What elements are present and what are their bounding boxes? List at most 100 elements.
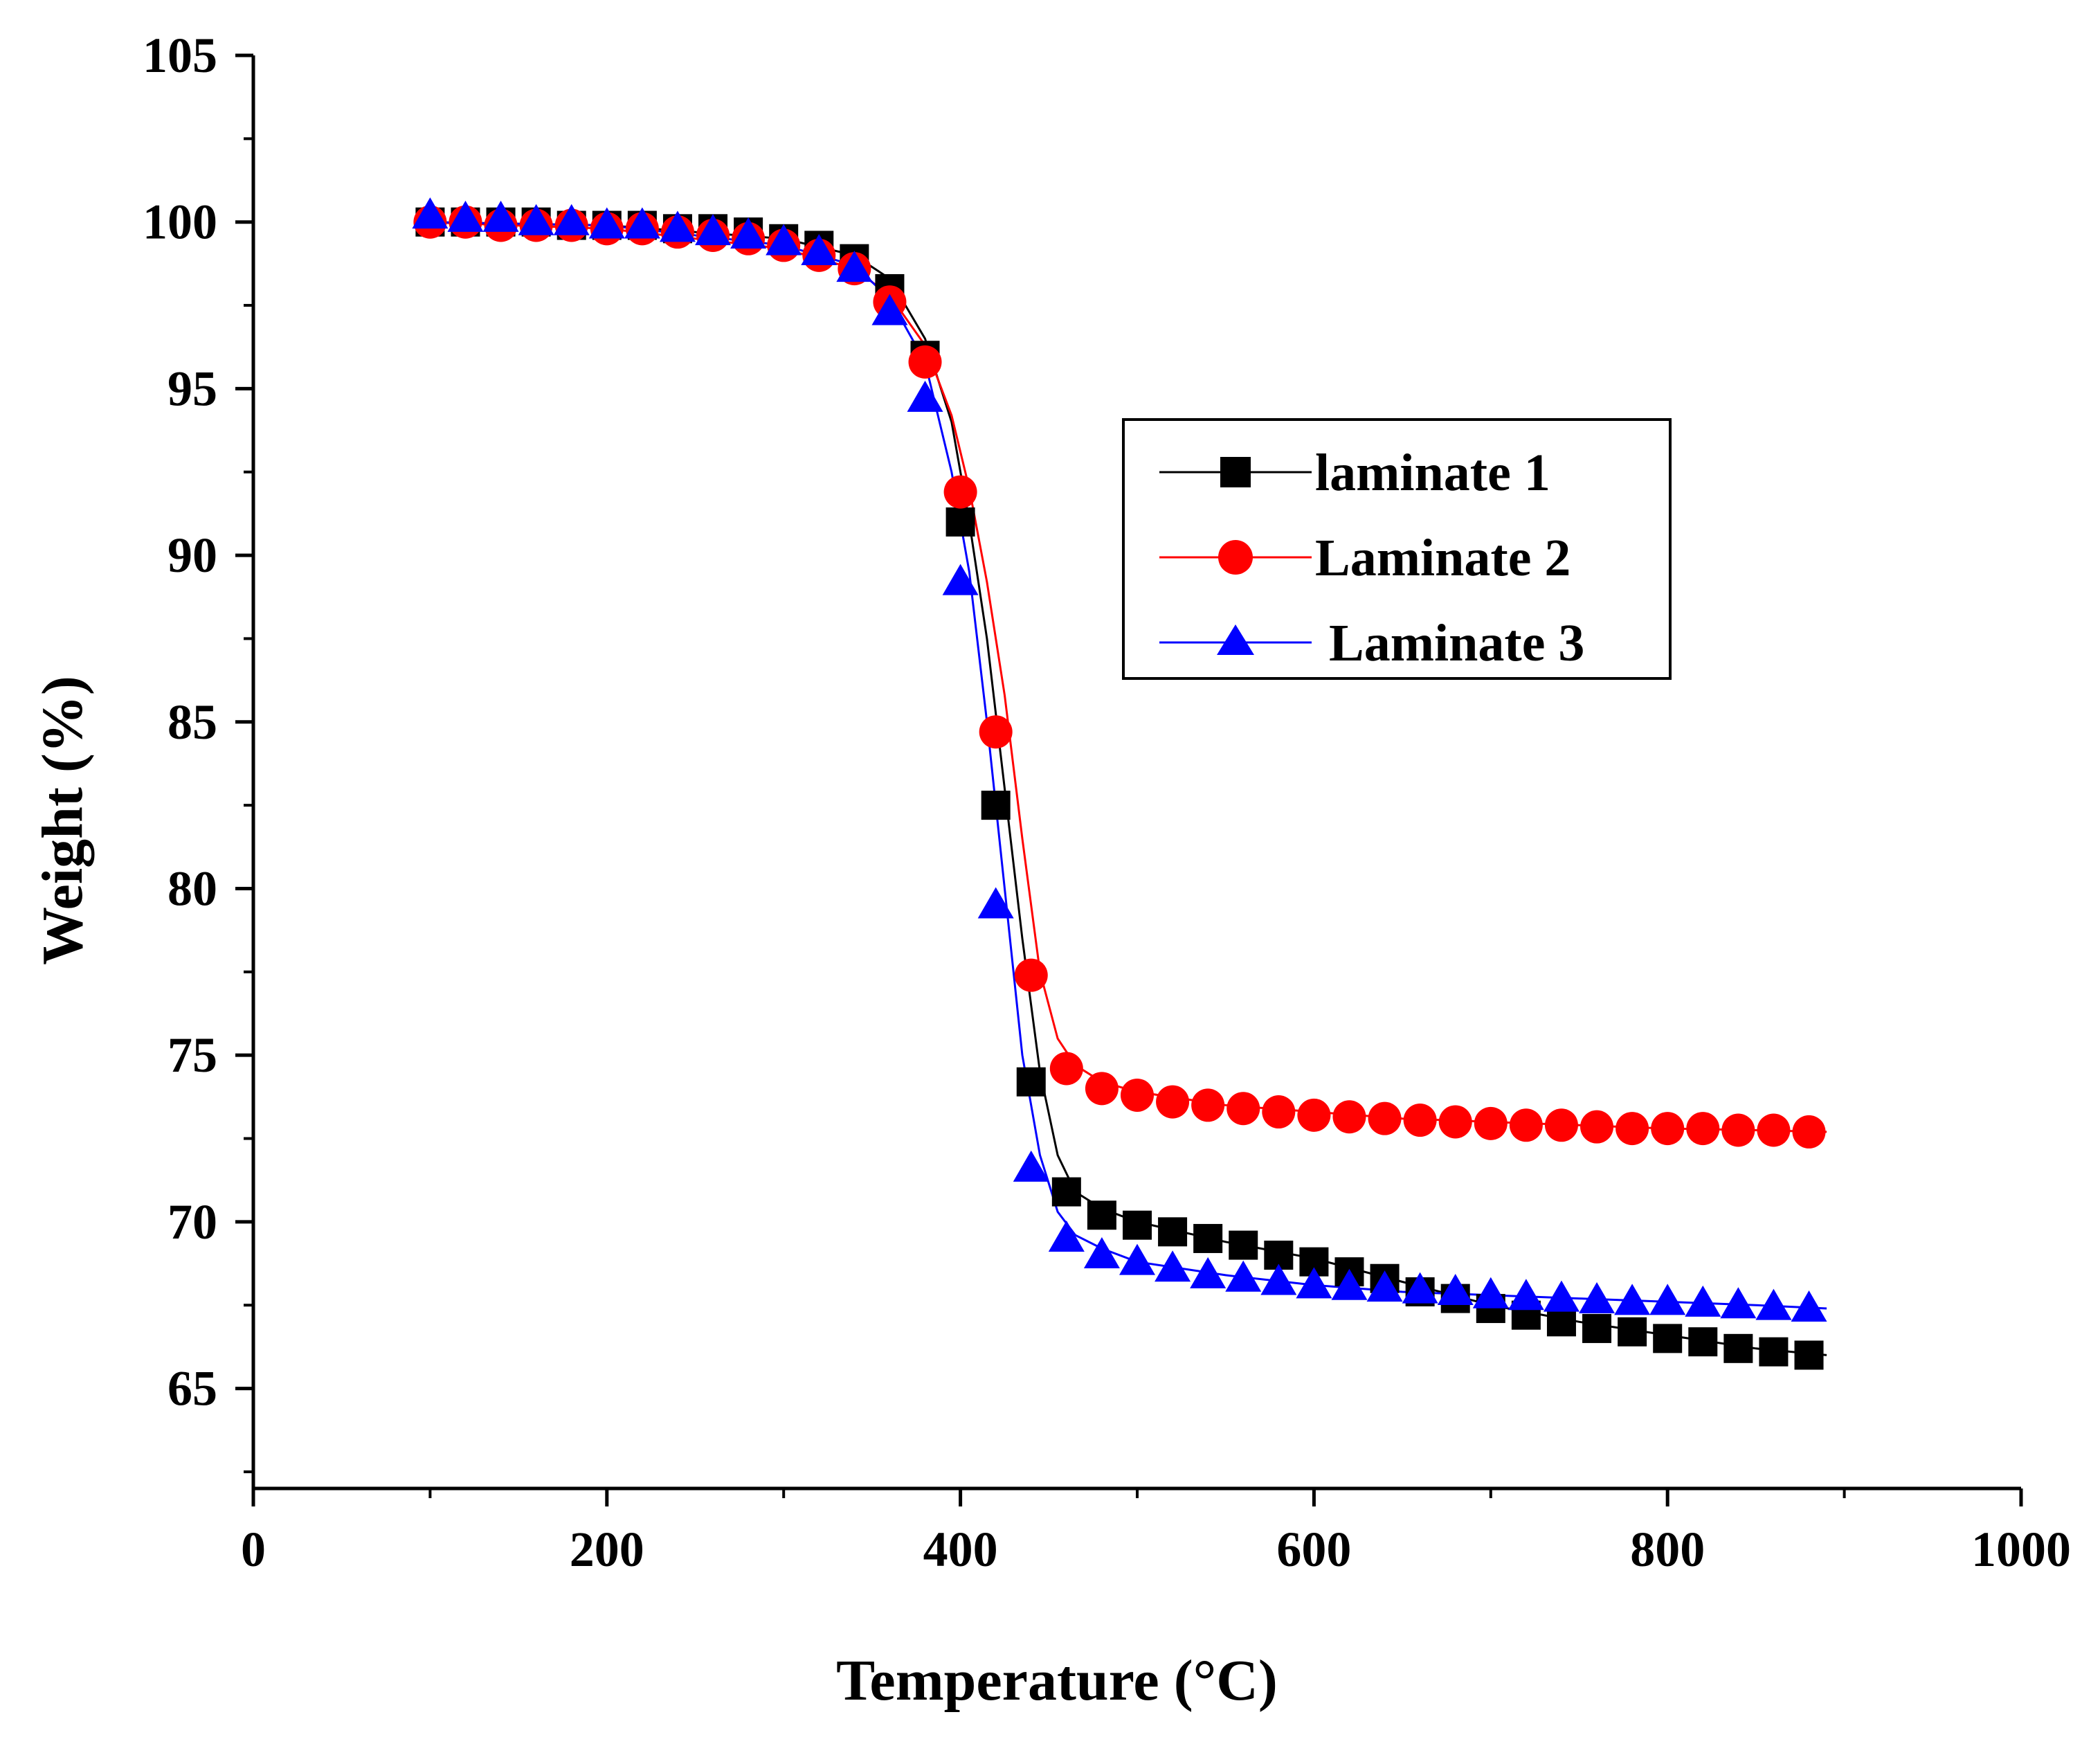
data-point xyxy=(1297,1098,1331,1132)
data-point xyxy=(1791,1290,1827,1322)
legend-label-3: Laminate 3 xyxy=(1329,614,1584,672)
data-point xyxy=(1085,1072,1119,1106)
data-point xyxy=(1755,1288,1792,1320)
legend-entry-1: laminate 1 xyxy=(1159,444,1550,502)
x-tick-label: 600 xyxy=(1276,1522,1351,1577)
y-axis-title: Weight (%) xyxy=(30,676,95,965)
data-point xyxy=(1757,1113,1791,1147)
data-point xyxy=(1759,1337,1789,1367)
data-point xyxy=(908,345,942,379)
data-point xyxy=(1225,1260,1262,1292)
y-tick-label: 80 xyxy=(168,861,217,916)
data-point xyxy=(1014,958,1048,992)
data-point xyxy=(1158,1217,1188,1247)
data-point xyxy=(1229,1230,1258,1260)
data-point xyxy=(1119,1243,1155,1275)
data-point xyxy=(1262,1095,1296,1129)
data-point xyxy=(447,200,484,232)
data-point xyxy=(1332,1100,1366,1134)
x-tick-label: 800 xyxy=(1630,1522,1705,1577)
data-point xyxy=(1013,1150,1049,1182)
x-axis-title: Temperature (°C) xyxy=(836,1648,1278,1713)
legend-entry-3: Laminate 3 xyxy=(1159,614,1584,672)
x-tick-label: 400 xyxy=(923,1522,998,1577)
legend-marker-3 xyxy=(1217,624,1254,655)
data-point xyxy=(1688,1327,1718,1357)
data-point xyxy=(1296,1267,1332,1299)
data-point xyxy=(1190,1257,1226,1288)
y-tick-label: 65 xyxy=(168,1361,217,1416)
data-point xyxy=(1226,1092,1260,1126)
data-point xyxy=(1016,1067,1046,1097)
data-point xyxy=(1509,1108,1543,1142)
data-point xyxy=(1582,1313,1612,1343)
data-point xyxy=(977,887,1014,919)
data-point xyxy=(1121,1078,1154,1112)
legend-marker-1 xyxy=(1220,457,1251,487)
data-point xyxy=(518,204,554,235)
data-point xyxy=(1653,1324,1683,1353)
data-point xyxy=(1720,1287,1757,1319)
data-point xyxy=(1685,1285,1721,1317)
legend: laminate 1 Laminate 2 Laminate 3 xyxy=(1122,418,1672,680)
data-point xyxy=(1472,1277,1509,1308)
data-point xyxy=(1123,1210,1152,1240)
data-point xyxy=(1474,1106,1508,1140)
legend-box xyxy=(1122,418,1672,680)
data-point xyxy=(1651,1112,1685,1146)
data-point xyxy=(1155,1250,1191,1282)
data-point xyxy=(1544,1108,1578,1142)
data-point xyxy=(907,380,943,412)
data-point xyxy=(1087,1200,1116,1230)
data-point xyxy=(1051,1177,1081,1207)
data-point xyxy=(1260,1263,1297,1295)
data-point xyxy=(1083,1237,1120,1269)
x-tick-label: 1000 xyxy=(1971,1522,2071,1577)
data-point xyxy=(1048,1220,1085,1252)
data-point xyxy=(482,200,519,232)
data-point xyxy=(1543,1280,1579,1312)
data-point xyxy=(588,207,625,239)
data-point xyxy=(942,564,979,595)
series-markers-3 xyxy=(412,197,1827,1322)
legend-label-1: laminate 1 xyxy=(1315,444,1550,502)
data-point xyxy=(1402,1272,1438,1304)
data-point xyxy=(1331,1268,1368,1300)
data-point xyxy=(1156,1085,1190,1119)
data-point xyxy=(659,210,696,242)
data-point xyxy=(1546,1307,1576,1337)
data-point xyxy=(553,204,590,235)
y-tick-label: 70 xyxy=(168,1194,217,1250)
data-point xyxy=(1723,1333,1753,1363)
legend-entry-2: Laminate 2 xyxy=(1159,529,1571,587)
y-tick-label: 85 xyxy=(168,694,217,750)
data-point xyxy=(1193,1223,1223,1253)
data-point xyxy=(1721,1113,1755,1147)
data-point xyxy=(1792,1115,1826,1149)
y-tick-label: 100 xyxy=(143,195,217,250)
data-point xyxy=(1366,1270,1403,1302)
y-tick-label: 90 xyxy=(168,528,217,583)
data-point xyxy=(1618,1317,1647,1347)
x-tick-label: 0 xyxy=(241,1522,266,1577)
data-point xyxy=(1580,1110,1614,1144)
y-tick-label: 75 xyxy=(168,1027,217,1083)
data-point xyxy=(695,214,732,246)
data-point xyxy=(1579,1282,1615,1314)
data-point xyxy=(1191,1088,1225,1122)
data-point xyxy=(412,197,449,229)
data-point xyxy=(1615,1112,1649,1146)
data-point xyxy=(1438,1105,1472,1139)
data-point xyxy=(1794,1340,1824,1370)
y-tick-label: 105 xyxy=(143,28,217,83)
axes: 0 200 400 600 800 1000 65 70 75 80 85 90 95 100 105 xyxy=(143,28,2071,1577)
x-tick-label: 200 xyxy=(570,1522,644,1577)
legend-marker-2 xyxy=(1218,540,1253,575)
data-point xyxy=(730,217,767,249)
data-point xyxy=(836,251,873,282)
data-point xyxy=(1049,1052,1083,1086)
data-point xyxy=(1508,1279,1544,1311)
legend-label-2: Laminate 2 xyxy=(1315,529,1571,587)
